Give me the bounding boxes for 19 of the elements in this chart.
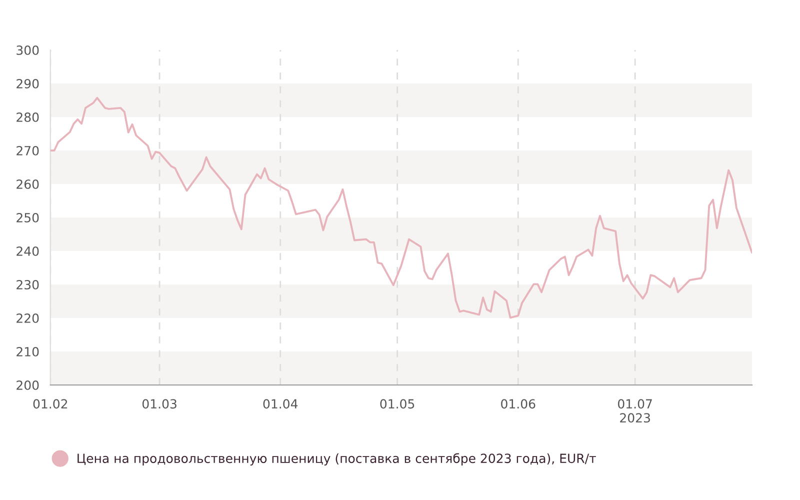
y-tick-label: 250 <box>16 212 39 222</box>
y-tick-label: 230 <box>16 280 39 290</box>
y-tick-label: 260 <box>16 179 39 189</box>
x-tick-label: 01.07 2023 <box>618 399 652 423</box>
y-tick-label: 280 <box>16 112 39 122</box>
x-tick-label: 01.06 <box>501 399 536 409</box>
y-tick-label: 200 <box>16 380 39 390</box>
y-tick-label: 300 <box>16 45 39 55</box>
line-series <box>50 96 752 319</box>
x-tick-label: 01.05 <box>380 399 414 409</box>
x-tick-label: 01.02 <box>33 399 68 409</box>
y-tick-label: 210 <box>16 346 39 356</box>
x-tick-label: 01.04 <box>263 399 298 409</box>
x-tick-label: 01.03 <box>142 399 176 409</box>
y-tick-label: 290 <box>16 78 39 88</box>
y-tick-label: 270 <box>16 146 39 156</box>
y-tick-label: 240 <box>16 246 39 256</box>
y-tick-label: 220 <box>16 313 39 323</box>
legend-label: Цена на продовольственную пшеницу (поставка в сентябре 2023 года), EUR/т <box>78 453 596 466</box>
